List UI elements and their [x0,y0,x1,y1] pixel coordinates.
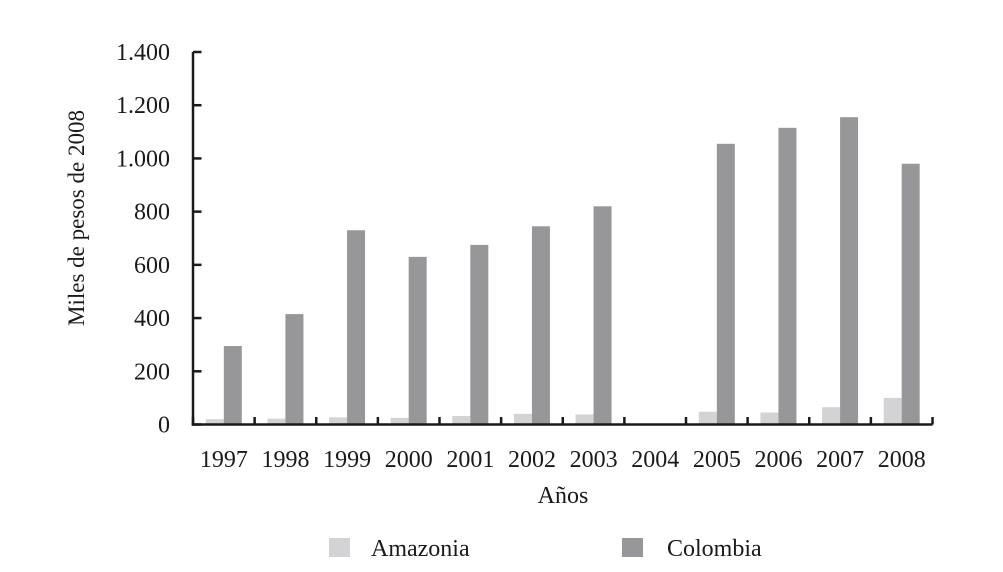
legend-label-colombia: Colombia [667,536,762,562]
y-tick-label-1.400: 1.400 [116,40,170,66]
bar-amazonia-2002 [513,413,532,425]
x-tick-label-2007: 2007 [816,447,864,473]
y-tick-label-400: 400 [134,306,170,332]
bar-amazonia-2005 [698,411,717,425]
y-tick-label-800: 800 [134,200,170,226]
y-tick-label-600: 600 [134,253,170,279]
bar-colombia-2008 [901,163,920,425]
legend-label-amazonia: Amazonia [371,536,470,562]
bar-colombia-2007 [840,117,859,425]
legend-swatch-amazonia [329,538,350,557]
y-tick-label-200: 200 [134,359,170,385]
legend-swatch-colombia [622,538,643,557]
bar-colombia-1998 [285,314,304,425]
bar-amazonia-2001 [452,415,471,425]
y-tick-label-1.200: 1.200 [116,93,170,119]
bar-colombia-2001 [470,244,489,425]
bar-amazonia-1999 [329,417,348,425]
bar-colombia-2002 [531,226,550,425]
y-axis-title: Miles de pesos de 2008 [64,110,89,326]
bar-amazonia-2003 [575,414,594,425]
x-tick-label-1998: 1998 [261,447,309,473]
x-tick-label-2002: 2002 [508,447,556,473]
bar-amazonia-2007 [822,407,841,425]
x-tick-label-2001: 2001 [446,447,494,473]
legend-item-colombia: Colombia [622,536,762,562]
bar-colombia-1999 [347,230,366,425]
x-tick-label-2003: 2003 [570,447,618,473]
x-tick-label-2005: 2005 [693,447,741,473]
bar-amazonia-1997 [205,419,224,425]
legend-item-amazonia: Amazonia [329,536,470,562]
y-tick-label-0: 0 [158,413,170,439]
bar-colombia-2003 [593,206,612,425]
x-tick-label-2006: 2006 [754,447,802,473]
x-tick-label-2000: 2000 [385,447,433,473]
x-tick-label-2004: 2004 [631,447,679,473]
bar-amazonia-1998 [267,418,286,425]
bar-colombia-2000 [408,256,427,425]
bar-amazonia-2008 [883,397,902,425]
bar-colombia-2005 [716,143,735,425]
bar-colombia-2006 [778,127,797,425]
bar-amazonia-2006 [760,412,779,425]
x-tick-label-2008: 2008 [878,447,926,473]
x-tick-label-1997: 1997 [200,447,248,473]
x-axis-title: Años [538,483,589,509]
bar-colombia-1997 [223,346,242,425]
x-tick-label-1999: 1999 [323,447,371,473]
bar-amazonia-2000 [390,417,409,425]
y-tick-label-1.000: 1.000 [116,146,170,172]
